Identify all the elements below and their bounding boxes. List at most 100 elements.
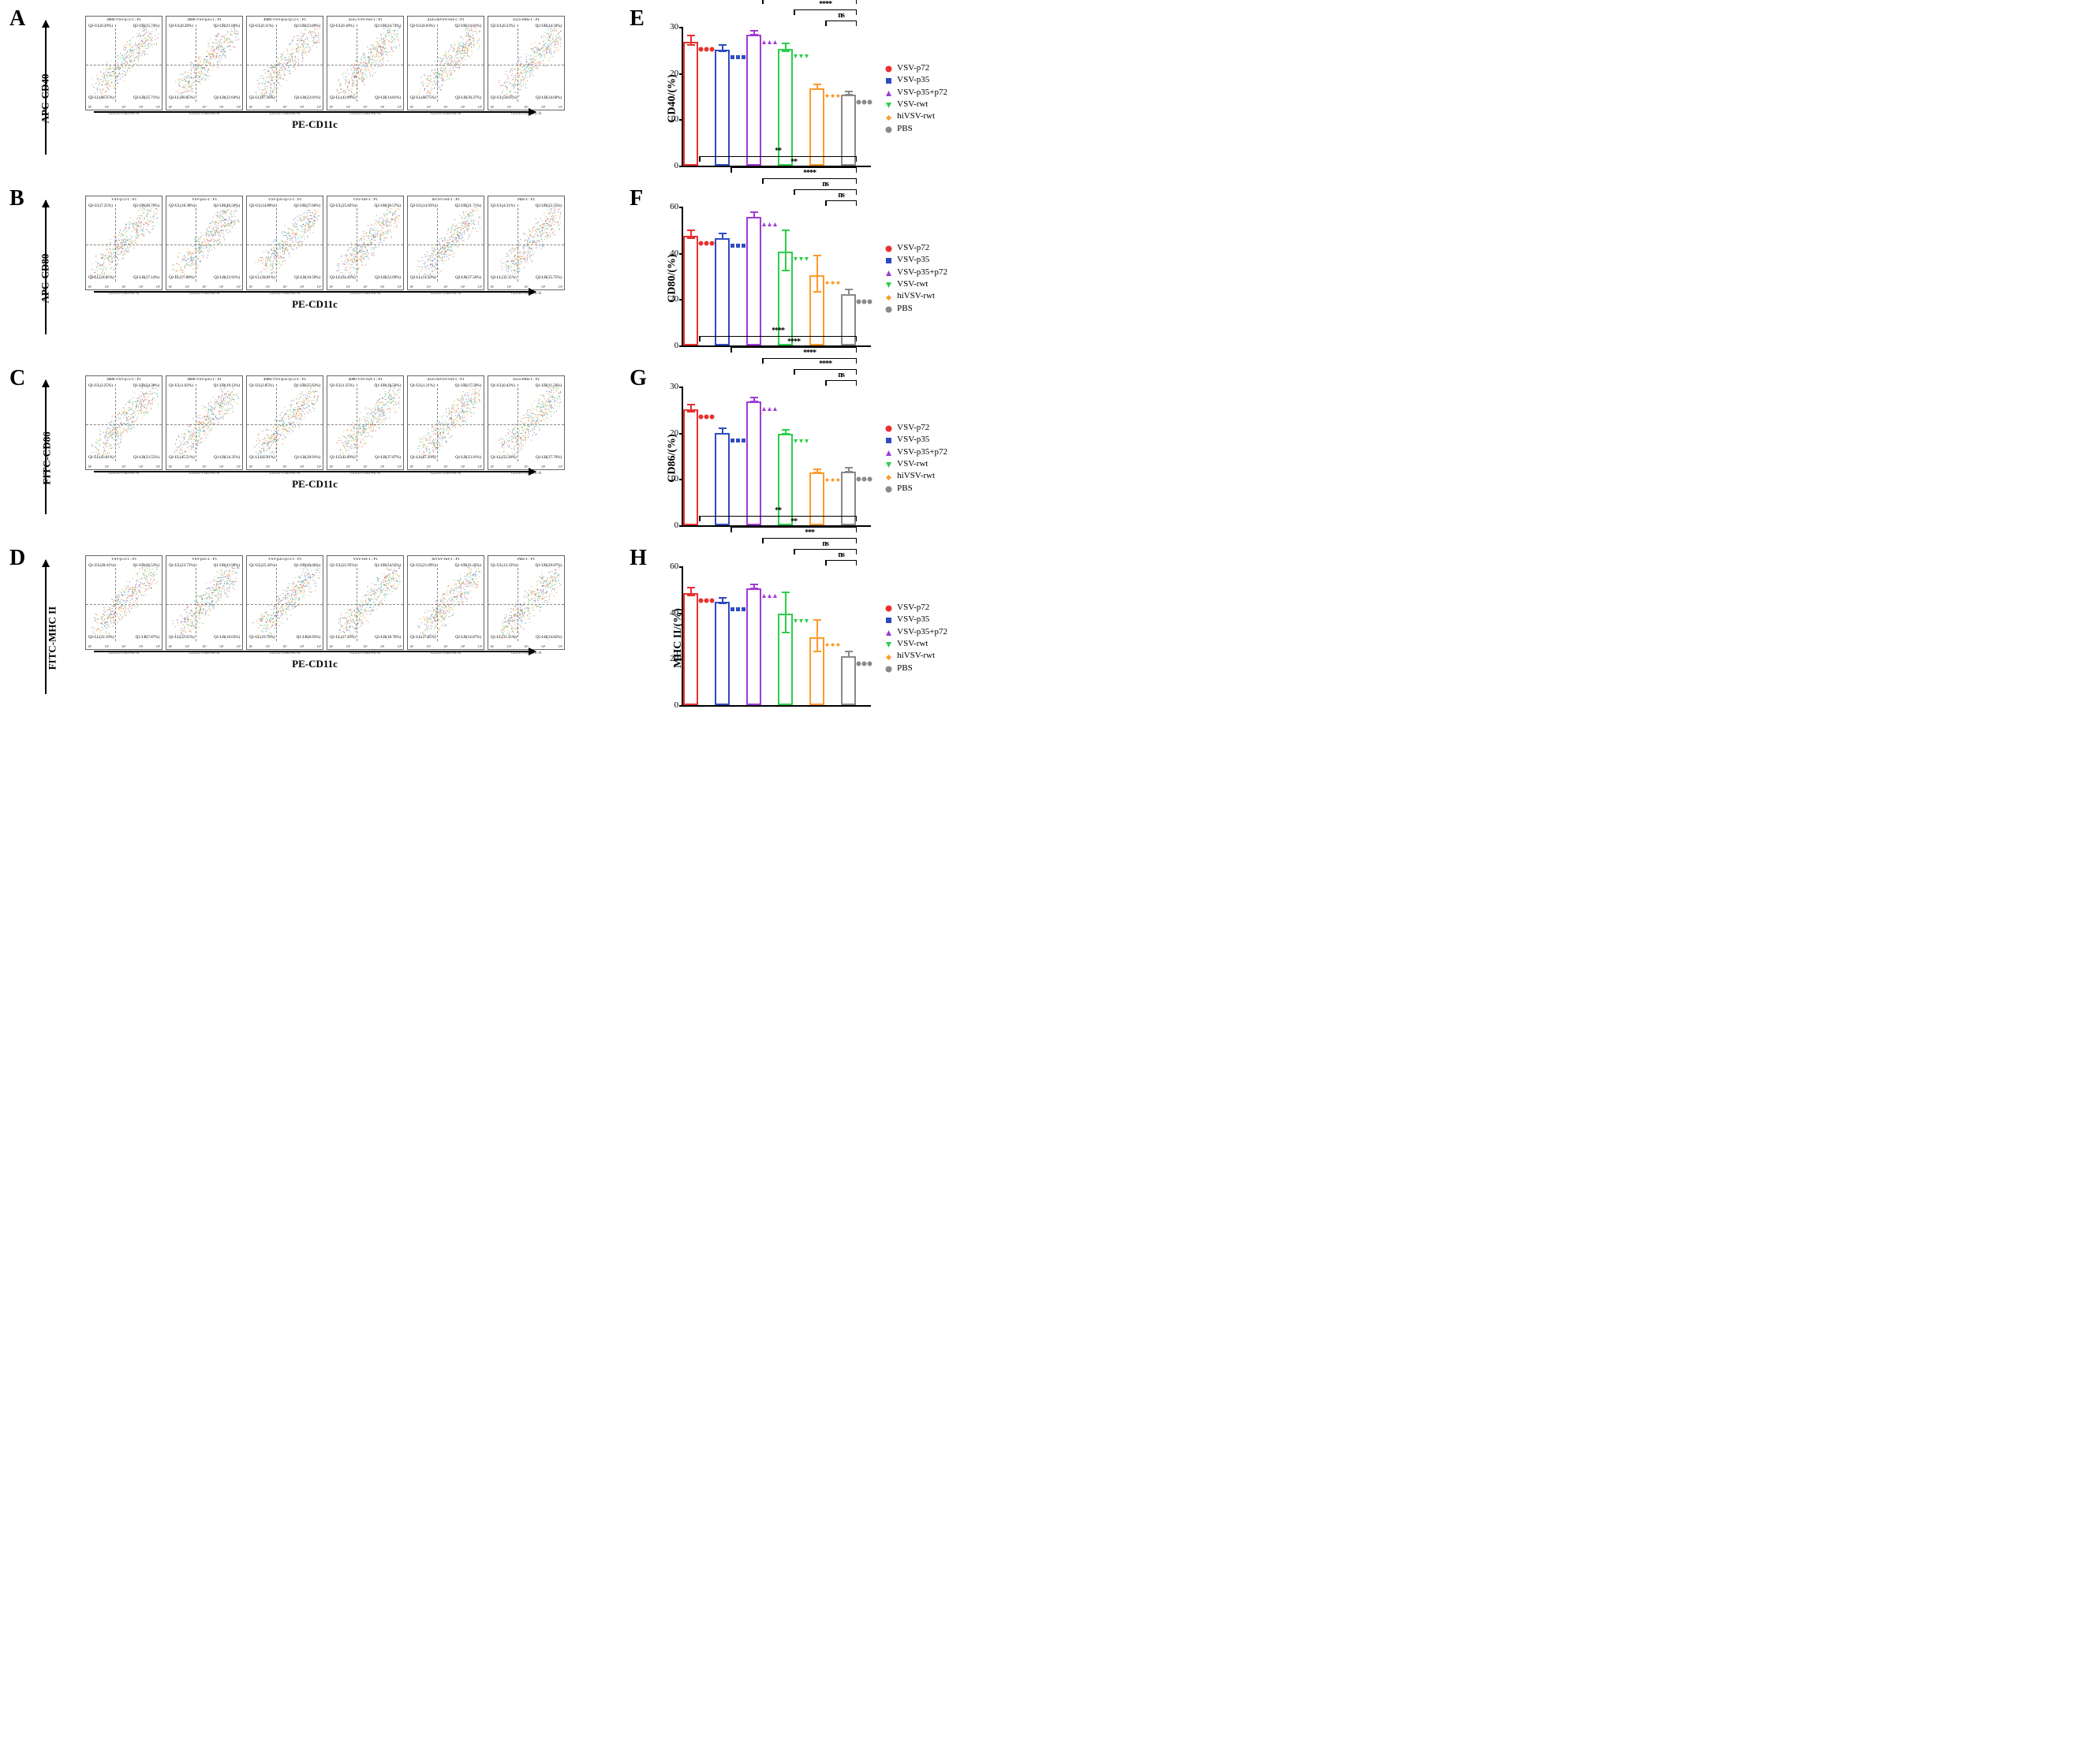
flow-plot: 4086-VSV-p72-1 : P1 Q1-UL(2.25%) Q1-UR(2… <box>85 375 163 470</box>
legend-label: hiVSV-rwt <box>897 470 935 482</box>
significance-label: **** <box>731 338 857 346</box>
legend-item: VSV-rwt <box>885 278 947 290</box>
significance-bracket: ns <box>825 21 857 26</box>
flow-plot: VSV-p35-1 : P1 Q2-UL(10.38%) Q2-UR(46.50… <box>166 196 243 290</box>
y-tick: 10 <box>655 114 678 124</box>
plot-title: 4086-VSV-p35+p72-1 : P1 <box>248 378 321 382</box>
legend-item: VSV-p72 <box>885 242 947 254</box>
significance-bracket: ns <box>825 560 857 566</box>
legend-label: PBS <box>897 663 913 674</box>
plot-title: VSV-p72-1 : P1 <box>88 558 160 562</box>
flow-plot: 4335-VSV-rwt-1 : P1 Q2-UL(0.18%) Q2-UR(2… <box>327 16 404 110</box>
plot-title: PBS-1 : P1 <box>490 558 562 562</box>
x-axis-label: PE-CD11c <box>292 118 338 131</box>
flow-plot: VSV-p72-1 : P1 Q1-UL(28.41%) Q1-UR(46.52… <box>85 555 163 650</box>
y-axis-label: APC-CD80 <box>39 254 51 304</box>
flow-plot: PBS-1 : P1 Q1-UL(13.33%) Q1-UR(20.07%) Q… <box>488 555 565 650</box>
plot-title: 4086-VSV-rwt-1 : P1 <box>329 378 402 382</box>
bar-VSV-p72 <box>683 593 698 705</box>
legend-item: hiVSV-rwt <box>885 290 947 302</box>
legend-label: PBS <box>897 123 913 135</box>
flow-plot: VSV-p72-1 : P1 Q2-UL(7.25%) Q2-UR(40.76%… <box>85 196 163 290</box>
legend-label: VSV-rwt <box>897 278 928 290</box>
bar-hiVSV-rwt <box>809 637 824 705</box>
legend-item: PBS <box>885 303 947 315</box>
flow-plot: VSV-p35+p72-1 : P1 Q2-UL(14.80%) Q2-UR(2… <box>246 196 323 290</box>
legend-label: VSV-rwt <box>897 458 928 470</box>
y-tick: 60 <box>655 202 678 211</box>
legend-label: VSV-p35 <box>897 254 929 266</box>
y-tick: 60 <box>655 562 678 571</box>
y-tick: 20 <box>655 654 678 663</box>
bar-VSV-p35+p72 <box>746 588 761 705</box>
legend-item: VSV-p72 <box>885 422 947 434</box>
y-tick: 0 <box>655 161 678 170</box>
plot-title: 4086-VSV-p72-1 : P1 <box>88 18 160 22</box>
scatter-panel-A: A APC-CD40 4086-VSV-p72-1 : P1 Q2-UL(0.2… <box>16 16 614 181</box>
flow-plot: 4335-hiVSV-rwt-1 : P1 Q2-UL(0.03%) Q2-UR… <box>407 16 484 110</box>
plot-title: VSV-p35+p72-1 : P1 <box>248 558 321 562</box>
panel-letter: E <box>630 6 645 32</box>
legend-item: VSV-rwt <box>885 458 947 470</box>
legend-label: VSV-p35+p72 <box>897 87 947 99</box>
plot-title: hiVSV-rwt-1 : P1 <box>409 558 482 562</box>
legend-label: hiVSV-rwt <box>897 290 935 302</box>
significance-label: ** <box>699 506 857 515</box>
y-axis-label: FITC-CD86 <box>41 431 54 484</box>
flow-plot: 4335-PBS-1 : P1 Q1-UL(0.42%) Q1-UR(11.56… <box>488 375 565 470</box>
legend-item: PBS <box>885 663 947 674</box>
legend-item: PBS <box>885 123 947 135</box>
bar-VSV-p72 <box>683 42 698 166</box>
legend-label: hiVSV-rwt <box>897 110 935 122</box>
legend-label: VSV-p35 <box>897 434 929 446</box>
chart-axes: 0204060 <box>682 566 871 707</box>
legend-label: VSV-p35 <box>897 614 929 625</box>
y-tick: 0 <box>655 341 678 350</box>
legend-item: VSV-p72 <box>885 62 947 74</box>
legend-label: VSV-p72 <box>897 602 929 614</box>
scatter-panel-C: C FITC-CD86 4086-VSV-p72-1 : P1 Q1-UL(2.… <box>16 375 614 541</box>
legend-label: VSV-p35+p72 <box>897 267 947 278</box>
significance-label: **** <box>762 169 857 177</box>
plot-title: VSV-rwt-1 : P1 <box>329 198 402 202</box>
significance-label: ns <box>794 539 857 548</box>
flow-plot: VSV-p35+p72-1 : P1 Q1-UL(25.42%) Q1-UR(4… <box>246 555 323 650</box>
flow-plot: hiVSV-rwt-1 : P1 Q1-UL(21.69%) Q1-UR(21.… <box>407 555 484 650</box>
significance-label: **** <box>762 349 857 357</box>
flow-plot: 4335-hiVSV-rwt-1 : P1 Q1-UL(1.21%) Q1-UR… <box>407 375 484 470</box>
y-tick: 40 <box>655 248 678 258</box>
plot-title: VSV-p35+p72-1 : P1 <box>248 198 321 202</box>
flow-plot: 4086-VSV-rwt-1 : P1 Q1-UL(1.35%) Q1-UR(1… <box>327 375 404 470</box>
plot-title: VSV-p35-1 : P1 <box>168 198 241 202</box>
y-tick: 20 <box>655 294 678 304</box>
legend-label: VSV-p35 <box>897 74 929 86</box>
flow-plot: VSV-p35-1 : P1 Q1-UL(23.73%) Q1-UR(43.99… <box>166 555 243 650</box>
y-tick: 0 <box>655 521 678 530</box>
legend-label: PBS <box>897 303 913 315</box>
plot-title: VSV-p35-1 : P1 <box>168 558 241 562</box>
legend: VSV-p72VSV-p35VSV-p35+p72VSV-rwthiVSV-rw… <box>885 422 947 495</box>
plot-title: 4335-PBS-1 : P1 <box>490 18 562 22</box>
legend-item: VSV-rwt <box>885 99 947 110</box>
legend-item: hiVSV-rwt <box>885 470 947 482</box>
legend: VSV-p72VSV-p35VSV-p35+p72VSV-rwthiVSV-rw… <box>885 602 947 674</box>
plot-title: 4086-VSV-p72-1 : P1 <box>88 378 160 382</box>
significance-label: ns <box>825 191 857 200</box>
significance-label: **** <box>794 0 857 9</box>
legend-item: VSV-p35 <box>885 254 947 266</box>
flow-plot: VSV-rwt-1 : P1 Q1-UL(21.95%) Q1-UR(34.93… <box>327 555 404 650</box>
y-tick: 30 <box>655 382 678 391</box>
legend-item: VSV-p35 <box>885 74 947 86</box>
flow-plot: 4086-VSV-p72-1 : P1 Q2-UL(0.20%) Q2-UR(2… <box>85 16 163 110</box>
plot-title: 4086-VSV-p35-1 : P1 <box>168 18 241 22</box>
flow-plot: 4086-VSV-p35-1 : P1 Q1-UL(1.02%) Q1-UR(1… <box>166 375 243 470</box>
y-tick: 20 <box>655 428 678 438</box>
y-axis-label: FITC-MHC II <box>46 607 58 670</box>
y-tick: 40 <box>655 608 678 618</box>
bar-panel-H: H MHC II/(%) 0204060 <box>636 555 1010 721</box>
scatter-panel-D: D FITC-MHC II VSV-p72-1 : P1 Q1-UL(28.41… <box>16 555 614 721</box>
legend: VSV-p72VSV-p35VSV-p35+p72VSV-rwthiVSV-rw… <box>885 242 947 315</box>
bar-VSV-p72 <box>683 236 698 345</box>
legend-label: VSV-p72 <box>897 242 929 254</box>
plot-title: 4335-hiVSV-rwt-1 : P1 <box>409 378 482 382</box>
